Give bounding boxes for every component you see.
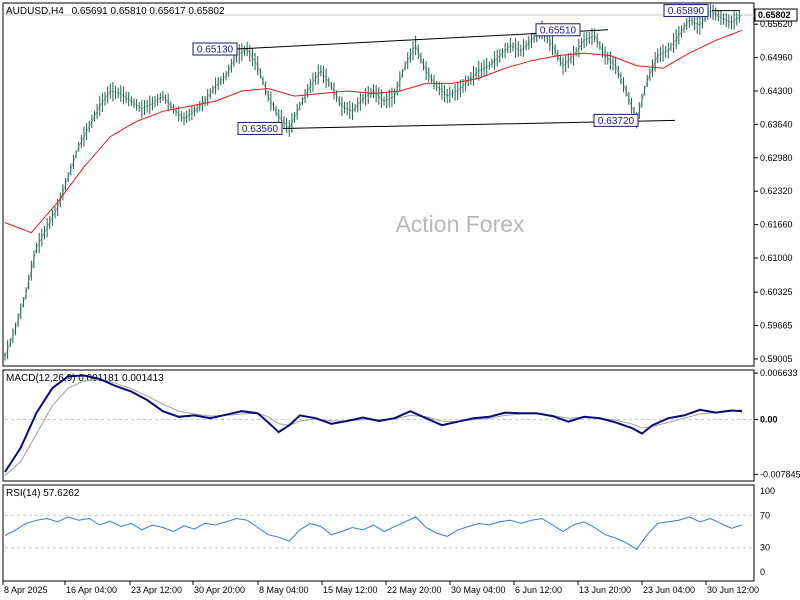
rsi-label: RSI(14) 57.6262 — [6, 488, 80, 499]
rsi-series — [4, 516, 743, 550]
time-tick-label: 8 May 04:00 — [259, 585, 309, 595]
moving-average-line — [4, 29, 743, 234]
macd-tick-label: -0.007845 — [760, 469, 800, 479]
macd-axis: 0.006633 0.00 -0.007845 — [5, 368, 800, 479]
price-tick-label: 0.61660 — [760, 220, 793, 230]
price-tick-label: 0.60325 — [760, 287, 793, 297]
macd-tick-label: 0.006633 — [760, 368, 798, 378]
macd-series — [4, 374, 743, 476]
time-tick-label: 13 Jun 20:00 — [579, 585, 631, 595]
time-axis: 8 Apr 2025 16 Apr 04:00 23 Apr 12:00 30 Apr… — [2, 581, 759, 595]
price-annotation-box — [192, 42, 238, 56]
ohlc-values: 0.65691 0.65810 0.65617 0.65802 — [72, 6, 225, 17]
rsi-tick-label: 30 — [760, 543, 770, 553]
price-annotation-label: 0.65130 — [197, 45, 234, 56]
rsi-panel — [2, 484, 755, 582]
price-tick-label: 0.62320 — [760, 186, 793, 196]
last-price-label: 0.65802 — [758, 10, 791, 20]
rsi-tick-label: 100 — [760, 486, 775, 496]
time-tick-label: 22 May 20:00 — [387, 585, 442, 595]
time-tick-label: 23 Apr 12:00 — [131, 585, 182, 595]
price-tick-label: 0.62980 — [760, 153, 793, 163]
price-tick-label: 0.61000 — [760, 253, 793, 263]
macd-tick-label: 0.00 — [760, 415, 778, 425]
price-series — [4, 2, 743, 361]
price-tick-label: 0.59665 — [760, 321, 793, 331]
rsi-line — [4, 516, 743, 550]
price-annotation-label: 0.65890 — [668, 6, 705, 17]
price-annotations: 0.65130 0.63560 0.65510 0.63720 0.65890 — [192, 4, 740, 135]
time-tick-label: 6 Jun 12:00 — [515, 585, 562, 595]
price-tick-label: 0.64960 — [760, 53, 793, 63]
price-annotation-box — [593, 113, 639, 127]
watermark: Action Forex — [395, 211, 525, 237]
price-annotation-box — [237, 121, 283, 135]
rsi-tick-label: 70 — [760, 510, 770, 520]
macd-panel — [2, 369, 755, 482]
price-annotation-label: 0.63560 — [242, 124, 279, 135]
time-tick-label: 23 Jun 04:00 — [643, 585, 695, 595]
time-tick-label: 16 Apr 04:00 — [66, 585, 117, 595]
rsi-axis: 100 70 30 0 — [5, 486, 775, 577]
time-tick-label: 8 Apr 2025 — [4, 585, 48, 595]
last-price-box — [754, 8, 798, 22]
price-annotation-label: 0.63720 — [598, 116, 635, 127]
price-tick-label: 0.65620 — [760, 19, 793, 29]
time-tick-label: 30 Jun 12:00 — [707, 585, 759, 595]
price-annotation-label: 0.65510 — [540, 25, 577, 36]
price-panel — [2, 2, 755, 367]
macd-label: MACD(12,26,9) 0.001181 0.001413 — [6, 373, 164, 384]
macd-line — [4, 374, 743, 473]
symbol-timeframe: AUDUSD,H4 — [6, 6, 64, 17]
price-tick-label: 0.59005 — [760, 354, 793, 364]
chart-header: AUDUSD,H4 0.65691 0.65810 0.65617 0.6580… — [6, 6, 225, 17]
time-tick-label: 30 Apr 20:00 — [194, 585, 245, 595]
price-annotation-box — [663, 4, 709, 18]
price-tick-label: 0.63640 — [760, 119, 793, 129]
price-tick-label: 0.64300 — [760, 86, 793, 96]
rsi-tick-label: 0 — [760, 567, 765, 577]
time-tick-label: 30 May 04:00 — [451, 585, 506, 595]
price-axis: 0.65620 0.64960 0.64300 0.63640 0.62980 0.623… — [5, 8, 798, 364]
price-line — [4, 10, 743, 357]
price-annotation-box — [535, 23, 581, 37]
time-tick-label: 15 May 12:00 — [323, 585, 378, 595]
